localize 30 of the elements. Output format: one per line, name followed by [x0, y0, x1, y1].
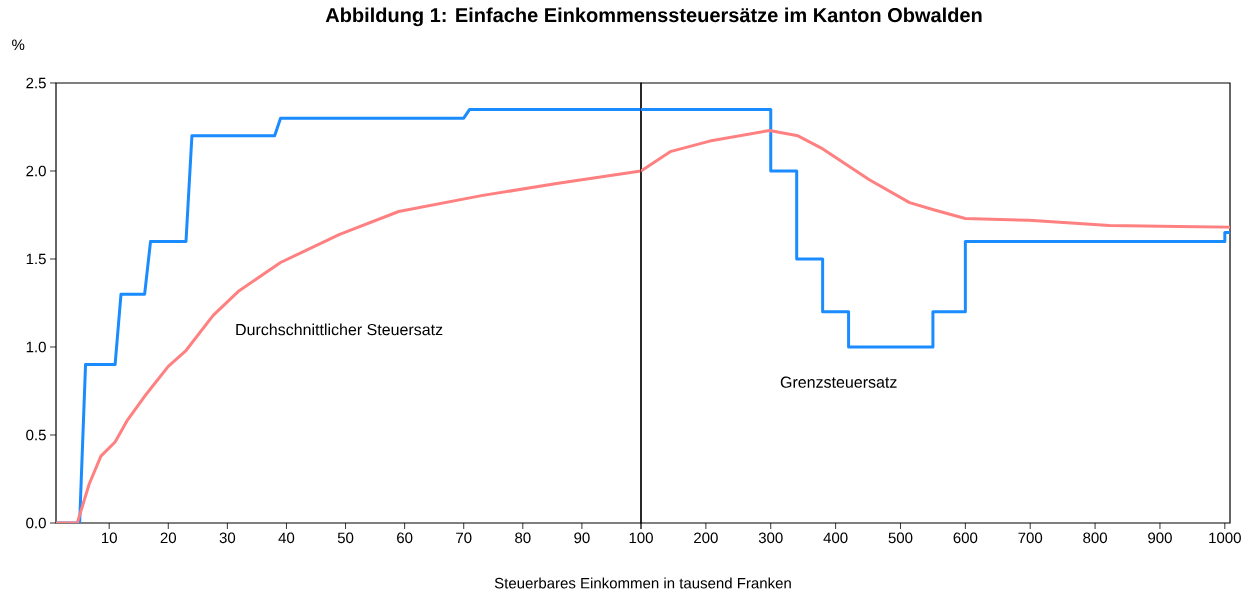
x-tick-label: 80 — [515, 532, 531, 544]
x-tick-label: 70 — [456, 532, 472, 544]
x-tick-label: 300 — [758, 532, 783, 544]
chart-title: Abbildung 1: Einfache Einkommenssteuersätze im Kanton Obwalden — [325, 7, 982, 27]
x-tick-label: 900 — [1148, 532, 1172, 544]
x-tick-label: 700 — [1018, 532, 1043, 544]
x-tick-label: 800 — [1083, 532, 1107, 544]
y-tick-label: 1.5 — [26, 253, 46, 265]
x-tick-label: 20 — [160, 532, 177, 544]
series-label: Grenzsteuersatz — [780, 376, 897, 388]
x-tick-label: 100 — [629, 532, 653, 544]
x-tick-label: 400 — [823, 532, 848, 544]
x-tick-label: 60 — [397, 532, 413, 544]
x-tick-label: 1000 — [1209, 532, 1241, 544]
x-tick-label: 600 — [953, 532, 978, 544]
x-tick-label: 200 — [694, 532, 718, 544]
x-tick-label: 500 — [888, 532, 913, 544]
y-tick-label: 1.0 — [26, 341, 46, 353]
x-tick-label: 40 — [278, 532, 295, 544]
y-tick-label: 0.0 — [26, 517, 46, 529]
y-axis-title: % — [12, 39, 25, 51]
x-axis-title: Steuerbares Einkommen in tausend Franken — [494, 577, 791, 589]
x-tick-label: 50 — [337, 532, 354, 544]
y-tick-label: 0.5 — [26, 429, 46, 441]
x-tick-label: 30 — [219, 532, 236, 544]
y-tick-label: 2.0 — [26, 165, 46, 177]
series-label: Durchschnittlicher Steuersatz — [236, 323, 443, 336]
x-tick-label: 10 — [101, 532, 117, 544]
y-tick-label: 2.5 — [26, 77, 46, 89]
x-tick-label: 90 — [574, 532, 590, 544]
